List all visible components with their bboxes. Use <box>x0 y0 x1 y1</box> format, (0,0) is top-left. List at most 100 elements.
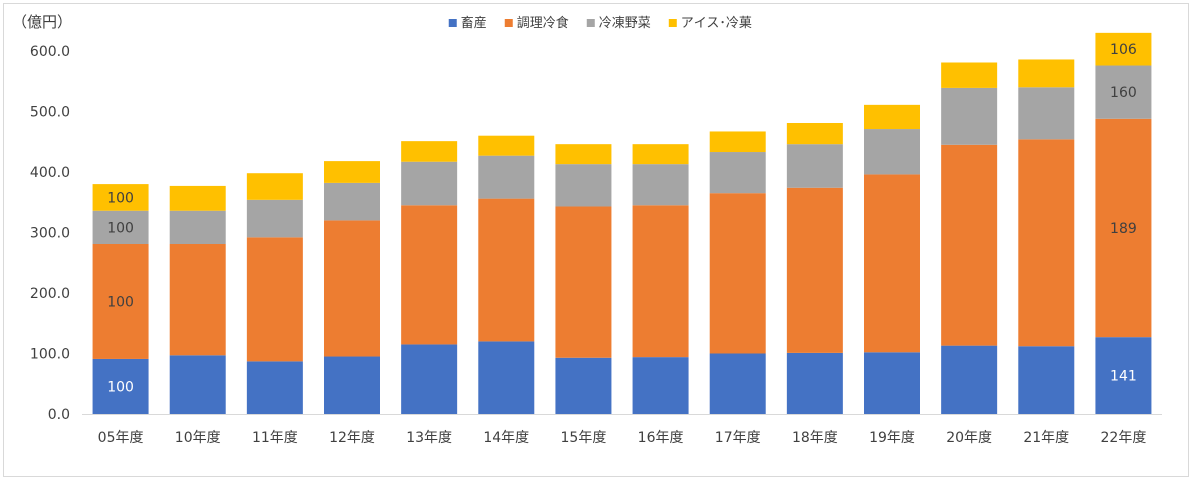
bar-segment <box>169 243 226 356</box>
bar-segment <box>632 205 689 358</box>
unit-label: （億円） <box>12 13 72 31</box>
x-tick-label: 19年度 <box>869 430 915 446</box>
bars <box>92 32 1152 414</box>
bar-segment <box>786 352 843 414</box>
x-tick-label: 12年度 <box>329 430 375 446</box>
bar-segment <box>401 205 458 345</box>
x-tick-label: 11年度 <box>252 430 298 446</box>
x-tick-label: 15年度 <box>561 430 607 446</box>
bar-segment <box>169 185 226 211</box>
legend: 畜産 調理冷食 冷凍野菜 アイス･冷菓 <box>448 15 752 31</box>
bar-segment <box>555 357 612 414</box>
legend-item: 調理冷食 <box>504 15 569 31</box>
bar-segment <box>92 243 149 359</box>
bar-segment <box>246 199 303 238</box>
legend-item: 冷凍野菜 <box>586 15 651 31</box>
x-tick-label: 10年度 <box>175 430 221 446</box>
x-tick-label: 18年度 <box>792 430 838 446</box>
data-label: 100 <box>107 220 134 236</box>
data-label: 141 <box>1110 369 1137 385</box>
bar-segment <box>1095 65 1152 119</box>
bar-segment <box>478 155 535 199</box>
y-tick-label: 100.0 <box>30 347 70 363</box>
bar-segment <box>864 104 920 130</box>
y-tick-label: 400.0 <box>30 165 70 181</box>
bar-segment <box>709 353 766 414</box>
data-label: 100 <box>107 294 134 310</box>
legend-label: 冷凍野菜 <box>599 15 651 31</box>
x-axis: 05年度 10年度 11年度 12年度 13年度 14年度 15年度 16年度 17年度 18年度… <box>82 414 1162 446</box>
legend-label: 調理冷食 <box>517 15 569 31</box>
bar-segment <box>632 357 689 414</box>
bar-segment <box>169 355 226 414</box>
bar-segment <box>92 184 149 211</box>
bar-segment <box>555 206 612 358</box>
bar-segment <box>1095 32 1152 66</box>
bar-segment <box>786 187 843 353</box>
legend-item: 畜産 <box>448 15 487 31</box>
bar-segment <box>1095 118 1152 338</box>
chart-frame <box>3 3 1189 477</box>
bar-segment <box>709 152 766 194</box>
data-label: 160 <box>1110 85 1137 101</box>
data-label: 189 <box>1110 221 1137 237</box>
legend-swatch <box>668 19 677 27</box>
bar-segment <box>941 345 998 414</box>
bar-segment <box>941 87 998 145</box>
bar-segment <box>169 210 226 244</box>
data-label: 100 <box>107 190 134 206</box>
bar-segment <box>401 161 458 206</box>
x-tick-label: 16年度 <box>638 430 684 446</box>
bar-segment <box>709 131 766 153</box>
bar-segment <box>555 164 612 207</box>
bar-segment <box>941 144 998 346</box>
legend-label: アイス･冷菓 <box>681 16 752 31</box>
data-label: 100 <box>107 379 134 395</box>
bar-segment <box>478 135 535 156</box>
x-tick-label: 20年度 <box>946 430 992 446</box>
bar-segment <box>324 356 380 414</box>
bar-segment <box>1018 139 1075 347</box>
bar-segment <box>478 341 535 414</box>
bar-segment <box>246 237 303 362</box>
bar-segment <box>92 358 149 414</box>
x-tick-label: 17年度 <box>715 430 761 446</box>
data-label: 106 <box>1110 42 1137 58</box>
bar-segment <box>1018 87 1075 140</box>
bar-segment <box>478 198 535 342</box>
bar-segment <box>632 164 689 206</box>
legend-swatch <box>504 19 513 27</box>
data-labels: 100 100 100 100 141 189 160 106 <box>107 42 1137 395</box>
bar-segment <box>1018 346 1075 414</box>
y-tick-label: 200.0 <box>30 286 70 302</box>
bar-segment <box>632 144 689 165</box>
legend-label: 畜産 <box>461 15 487 31</box>
x-tick-label: 21年度 <box>1023 430 1069 446</box>
x-tick-label: 14年度 <box>483 430 529 446</box>
y-tick-label: 0.0 <box>48 407 70 423</box>
bar-segment <box>555 144 612 165</box>
y-tick-label: 500.0 <box>30 105 70 121</box>
bar-segment <box>401 344 458 414</box>
legend-swatch <box>448 19 457 27</box>
bar-segment <box>864 352 920 414</box>
y-tick-label: 600.0 <box>30 44 70 60</box>
x-tick-label: 05年度 <box>98 430 144 446</box>
y-axis: 0.0 100.0 200.0 300.0 400.0 500.0 600.0 <box>30 44 70 423</box>
bar-segment <box>401 141 458 162</box>
bar-segment <box>1095 337 1152 414</box>
bar-segment <box>246 361 303 414</box>
bar-segment <box>786 144 843 188</box>
bar-segment <box>246 173 303 200</box>
bar-segment <box>92 210 149 244</box>
bar-segment <box>324 220 380 357</box>
bar-segment <box>864 174 920 353</box>
bar-segment <box>324 161 380 183</box>
bar-segment <box>1018 59 1075 88</box>
legend-swatch <box>586 19 595 27</box>
bar-segment <box>709 193 766 354</box>
y-tick-label: 300.0 <box>30 226 70 242</box>
bar-segment <box>941 62 998 88</box>
bar-segment <box>324 182 380 221</box>
